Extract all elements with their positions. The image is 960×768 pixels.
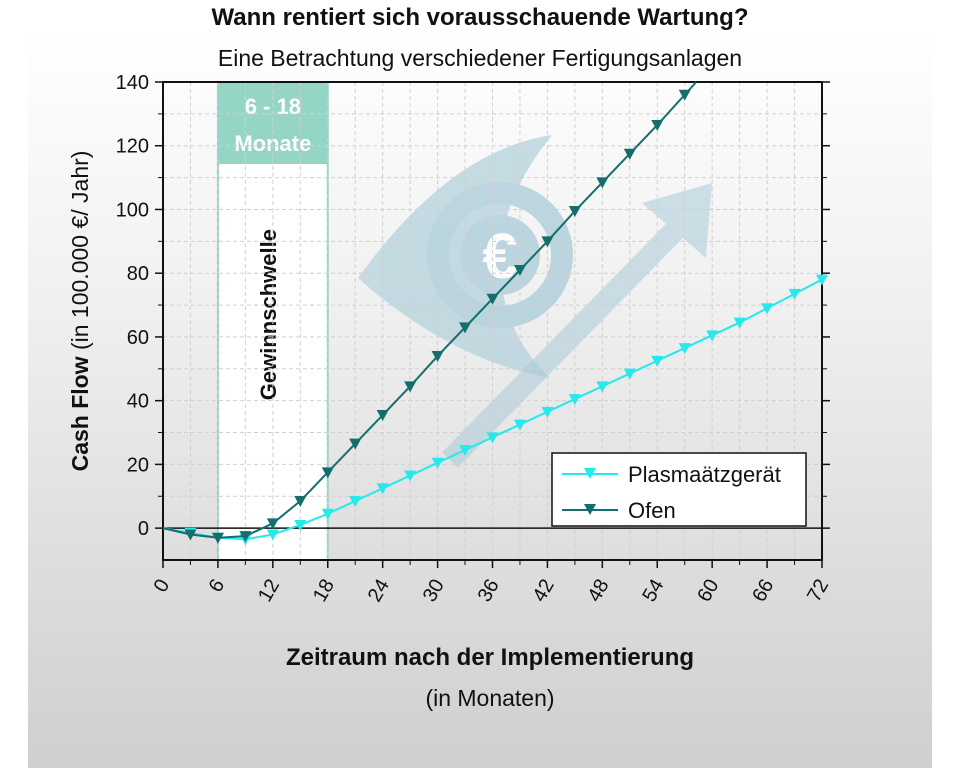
y-tick-label: 40 bbox=[127, 391, 149, 413]
break-even-months-unit: Monate bbox=[234, 131, 311, 156]
legend-plasma-marker bbox=[584, 468, 596, 479]
series-plasma-marker bbox=[459, 445, 472, 457]
series-plasma-marker bbox=[623, 368, 636, 380]
series-plasma-marker bbox=[404, 470, 417, 482]
x-tick-label: 24 bbox=[364, 576, 394, 606]
series-ofen-marker bbox=[184, 529, 197, 541]
series-plasma-marker bbox=[541, 406, 554, 418]
series-ofen-marker bbox=[376, 410, 389, 422]
y-tick-label: 140 bbox=[116, 72, 149, 94]
series-ofen-marker bbox=[651, 120, 664, 132]
series-plasma-marker bbox=[733, 317, 746, 329]
series-ofen-marker bbox=[239, 531, 252, 543]
series-plasma-marker bbox=[513, 419, 526, 431]
series-ofen-marker bbox=[568, 206, 581, 218]
legend-box bbox=[551, 452, 807, 527]
chart-title: Wann rentiert sich vorausschauende Wartu… bbox=[211, 4, 749, 31]
series-ofen-marker bbox=[513, 265, 526, 277]
series-plasma-marker bbox=[266, 529, 279, 541]
series-ofen-marker bbox=[541, 236, 554, 248]
series-ofen-marker bbox=[211, 532, 224, 544]
series-plasma-marker bbox=[294, 519, 307, 531]
x-tick-label: 0 bbox=[150, 576, 175, 597]
series-plasma-marker bbox=[349, 496, 362, 508]
series-plasma-marker bbox=[761, 303, 774, 315]
series-plasma-marker bbox=[486, 432, 499, 444]
y-tick-label: 60 bbox=[127, 327, 149, 349]
x-tick-label: 42 bbox=[529, 576, 559, 606]
legend-ofen-label: Ofen bbox=[628, 498, 676, 523]
chart-subtitle: Eine Betrachtung verschiedener Fertigung… bbox=[217, 45, 743, 71]
series-ofen-marker bbox=[321, 467, 334, 479]
series-ofen-marker bbox=[404, 381, 417, 393]
y-axis-label-unit: (in 100.000 €/ Jahr) bbox=[67, 151, 93, 357]
series-plasma-marker bbox=[816, 274, 828, 286]
legend-plasma-label: Plasmaätzgerät bbox=[628, 462, 781, 487]
series-plasma-marker bbox=[321, 508, 334, 520]
x-tick-label: 54 bbox=[638, 576, 668, 606]
x-axis-label: Zeitraum nach der Implementierung bbox=[285, 644, 695, 671]
series-plasma-marker bbox=[651, 355, 664, 367]
series-plasma-marker bbox=[568, 394, 581, 406]
x-axis-sublabel: (in Monaten) bbox=[425, 685, 555, 711]
series-plasma-marker bbox=[706, 330, 719, 342]
x-tick-label: 6 bbox=[205, 576, 230, 597]
series-plasma-marker bbox=[431, 457, 444, 469]
y-tick-label: 80 bbox=[127, 263, 149, 285]
series-ofen-marker bbox=[596, 177, 609, 189]
legend: Plasmaätzgerät Ofen bbox=[551, 452, 807, 527]
series-plasma-marker bbox=[596, 381, 609, 393]
series-ofen-marker bbox=[623, 148, 636, 160]
series-ofen-marker bbox=[486, 293, 499, 305]
break-even-caption: Gewinnschwelle bbox=[256, 229, 281, 400]
y-tick-label: 20 bbox=[127, 454, 149, 476]
y-axis-label-bold: Cash Flow bbox=[67, 356, 93, 471]
break-even-label-box bbox=[217, 82, 328, 164]
legend-ofen-marker bbox=[584, 504, 596, 515]
x-tick-label: 30 bbox=[419, 576, 449, 606]
data-series bbox=[162, 81, 828, 546]
x-tick-label: 66 bbox=[748, 576, 778, 606]
x-tick-label: 72 bbox=[803, 576, 833, 606]
background-panel bbox=[28, 28, 932, 768]
x-tick-label: 18 bbox=[309, 576, 339, 606]
y-tick-label: 100 bbox=[116, 199, 149, 221]
x-tick-label: 12 bbox=[254, 576, 284, 606]
series-ofen-marker bbox=[678, 89, 691, 101]
y-axis-label: Cash Flow (in 100.000 €/ Jahr) bbox=[67, 151, 93, 472]
series-plasma-marker bbox=[678, 343, 691, 355]
svg-text:€: € bbox=[482, 220, 518, 292]
series-ofen-marker bbox=[349, 438, 362, 450]
series-plasma-marker bbox=[788, 288, 801, 300]
y-tick-label: 0 bbox=[138, 518, 149, 540]
series-ofen-marker bbox=[294, 496, 307, 508]
y-tick-label: 120 bbox=[116, 136, 149, 158]
x-tick-label: 48 bbox=[583, 576, 613, 606]
series-ofen-marker bbox=[459, 322, 472, 334]
x-tick-label: 36 bbox=[474, 576, 504, 606]
x-tick-label: 60 bbox=[693, 576, 723, 606]
series-plasma-marker bbox=[376, 483, 389, 495]
series-ofen-marker bbox=[431, 351, 444, 363]
series-ofen-marker bbox=[266, 518, 279, 530]
euro-eye-watermark-icon: € bbox=[358, 135, 573, 378]
upward-arrow-watermark-icon bbox=[442, 183, 712, 468]
